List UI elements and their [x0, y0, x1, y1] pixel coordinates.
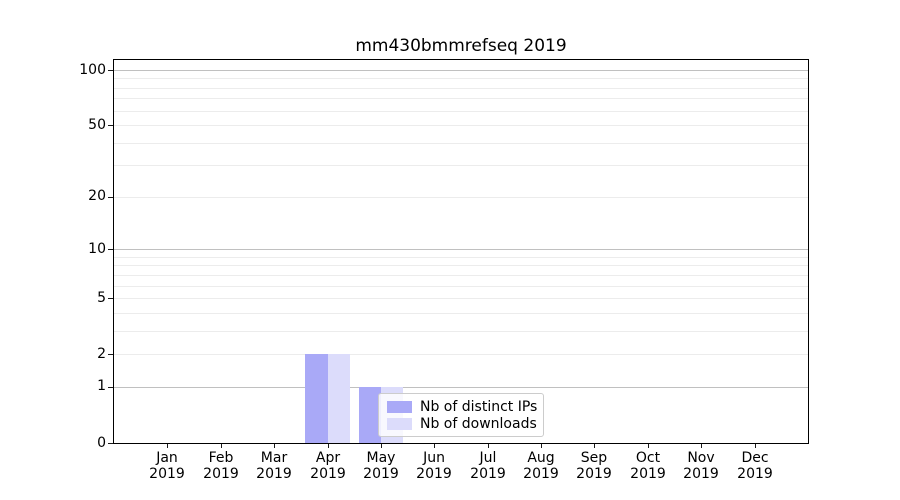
y-tick-label-20: 20: [88, 188, 106, 204]
y-tick-label-10: 10: [88, 241, 106, 257]
minor-gridline-7: [114, 275, 808, 276]
x-tick-mark-nov: [701, 444, 702, 448]
y-tick-label-50: 50: [88, 117, 106, 133]
minor-gridline-8: [114, 265, 808, 266]
x-tick-month: Jul: [479, 450, 497, 466]
x-tick-year: 2019: [523, 466, 559, 482]
x-tick-mark-jun: [434, 444, 435, 448]
x-tick-year: 2019: [630, 466, 666, 482]
major-gridline-10: [114, 249, 808, 250]
x-tick-label-dec: Dec 2019: [726, 450, 784, 482]
x-tick-month: Jun: [423, 450, 445, 466]
x-tick-mark-mar: [274, 444, 275, 448]
y-tick-mark-0: [108, 443, 113, 444]
legend-swatch-downloads: [387, 417, 412, 430]
legend-item-distinct-ips: Nb of distinct IPs: [387, 398, 538, 415]
x-tick-year: 2019: [416, 466, 452, 482]
x-tick-month: Jan: [156, 450, 178, 466]
y-tick-mark-5: [108, 298, 113, 299]
x-tick-month: Sep: [580, 450, 608, 466]
legend-label-distinct-ips: Nb of distinct IPs: [420, 398, 538, 415]
x-tick-year: 2019: [149, 466, 185, 482]
minor-gridline-5: [114, 298, 808, 299]
y-tick-mark-50: [108, 125, 113, 126]
x-tick-month: Oct: [635, 450, 661, 466]
y-tick-mark-10: [108, 249, 113, 250]
x-tick-label-may: May 2019: [352, 450, 410, 482]
major-gridline-100: [114, 70, 808, 71]
x-tick-label-nov: Nov 2019: [672, 450, 730, 482]
bar-distinct-ips-apr: [305, 354, 328, 443]
x-tick-mark-oct: [648, 444, 649, 448]
bar-distinct-ips-may: [358, 386, 381, 443]
minor-gridline-70: [114, 98, 808, 99]
y-tick-mark-2: [108, 354, 113, 355]
x-tick-label-apr: Apr 2019: [299, 450, 357, 482]
chart-title: mm430bmmrefseq 2019: [355, 36, 567, 56]
x-tick-mark-apr: [328, 444, 329, 448]
minor-gridline-60: [114, 111, 808, 112]
minor-gridline-9: [114, 257, 808, 258]
minor-gridline-20: [114, 197, 808, 198]
x-tick-mark-jul: [488, 444, 489, 448]
x-tick-month: Nov: [687, 450, 715, 466]
minor-gridline-6: [114, 286, 808, 287]
x-tick-label-feb: Feb 2019: [192, 450, 250, 482]
y-tick-mark-1: [108, 387, 113, 388]
x-tick-month: Aug: [527, 450, 555, 466]
x-tick-mark-jan: [167, 444, 168, 448]
legend-swatch-distinct-ips: [387, 400, 412, 413]
minor-gridline-30: [114, 165, 808, 166]
x-tick-year: 2019: [470, 466, 506, 482]
x-tick-year: 2019: [256, 466, 292, 482]
y-tick-mark-100: [108, 70, 113, 71]
minor-gridline-80: [114, 88, 808, 89]
x-tick-label-sep: Sep 2019: [565, 450, 623, 482]
x-tick-label-mar: Mar 2019: [245, 450, 303, 482]
y-tick-label-0: 0: [97, 435, 106, 451]
x-tick-year: 2019: [363, 466, 399, 482]
x-tick-label-jan: Jan 2019: [138, 450, 196, 482]
x-tick-mark-aug: [541, 444, 542, 448]
x-tick-label-jul: Jul 2019: [459, 450, 517, 482]
x-tick-year: 2019: [576, 466, 612, 482]
bar-downloads-apr: [327, 354, 350, 443]
minor-gridline-90: [114, 78, 808, 79]
x-tick-mark-feb: [221, 444, 222, 448]
legend-item-downloads: Nb of downloads: [387, 415, 537, 432]
minor-gridline-2: [114, 354, 808, 355]
y-tick-label-1: 1: [97, 378, 106, 394]
legend-label-downloads: Nb of downloads: [420, 415, 537, 432]
minor-gridline-40: [114, 143, 808, 144]
major-gridline-1: [114, 387, 808, 388]
x-tick-month: May: [366, 450, 396, 466]
x-tick-label-oct: Oct 2019: [619, 450, 677, 482]
x-tick-year: 2019: [203, 466, 239, 482]
x-tick-mark-may: [381, 444, 382, 448]
y-tick-label-2: 2: [97, 346, 106, 362]
minor-gridline-3: [114, 331, 808, 332]
x-tick-year: 2019: [310, 466, 346, 482]
x-tick-month: Apr: [315, 450, 341, 466]
legend: Nb of distinct IPs Nb of downloads: [378, 393, 544, 437]
x-tick-month: Feb: [208, 450, 234, 466]
y-tick-mark-20: [108, 197, 113, 198]
minor-gridline-50: [114, 125, 808, 126]
x-tick-label-jun: Jun 2019: [405, 450, 463, 482]
plot-area: [113, 59, 809, 444]
x-tick-mark-sep: [594, 444, 595, 448]
x-tick-mark-dec: [755, 444, 756, 448]
x-tick-year: 2019: [683, 466, 719, 482]
y-tick-label-5: 5: [97, 290, 106, 306]
x-tick-month: Mar: [260, 450, 288, 466]
minor-gridline-4: [114, 313, 808, 314]
x-tick-month: Dec: [741, 450, 769, 466]
x-tick-label-aug: Aug 2019: [512, 450, 570, 482]
x-tick-year: 2019: [737, 466, 773, 482]
y-tick-label-100: 100: [79, 62, 106, 78]
